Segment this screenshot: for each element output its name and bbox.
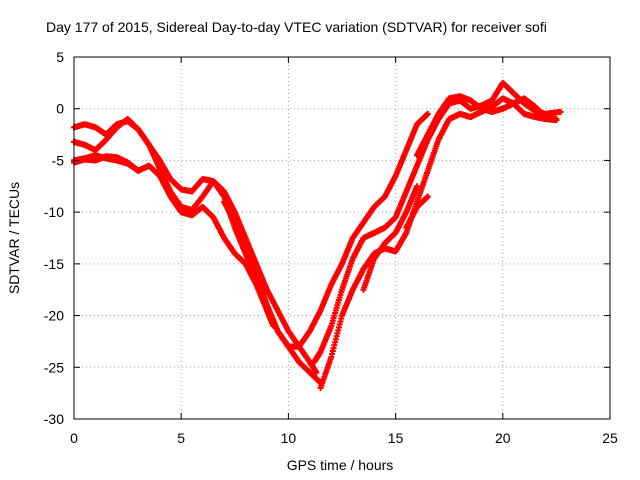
tick-labels: 0 5 10 15 20 25 5 0 -5 -10 -15 -20 -25 -30 [44, 49, 618, 446]
x-tick-label: 25 [602, 430, 618, 446]
series-arc-10 [414, 93, 560, 159]
series-arc-7 [317, 95, 560, 391]
data-point [424, 193, 431, 200]
data-point [553, 116, 560, 123]
chart-title: Day 177 of 2015, Sidereal Day-to-day VTE… [46, 19, 547, 35]
series-arc-6 [311, 79, 564, 366]
series-arc-8 [360, 183, 421, 293]
x-axis-label: GPS time / hours [287, 457, 394, 473]
x-tick-label: 20 [495, 430, 511, 446]
series-arc-4 [71, 153, 142, 174]
y-tick-label: -20 [44, 308, 64, 324]
x-tick-label: 5 [177, 430, 185, 446]
y-tick-label: -10 [44, 204, 64, 220]
y-tick-label: -25 [44, 359, 64, 375]
y-tick-label: -30 [44, 411, 64, 427]
data-point [424, 110, 431, 117]
series-arc-5 [221, 110, 431, 350]
x-tick-label: 15 [388, 430, 404, 446]
y-axis-label: SDTVAR / TECUs [6, 182, 22, 294]
grid [74, 57, 610, 419]
data-series [71, 79, 564, 391]
x-tick-label: 0 [70, 430, 78, 446]
y-tick-label: -5 [52, 152, 65, 168]
series-arc-9 [403, 193, 431, 231]
y-tick-label: 0 [56, 101, 64, 117]
data-point [557, 108, 564, 115]
data-point [135, 167, 142, 174]
data-point [414, 183, 421, 190]
ticks [73, 56, 611, 420]
plot-frame [73, 56, 611, 420]
x-tick-label: 10 [281, 430, 297, 446]
y-tick-label: -15 [44, 256, 64, 272]
data-point [313, 369, 320, 376]
y-tick-label: 5 [56, 49, 64, 65]
